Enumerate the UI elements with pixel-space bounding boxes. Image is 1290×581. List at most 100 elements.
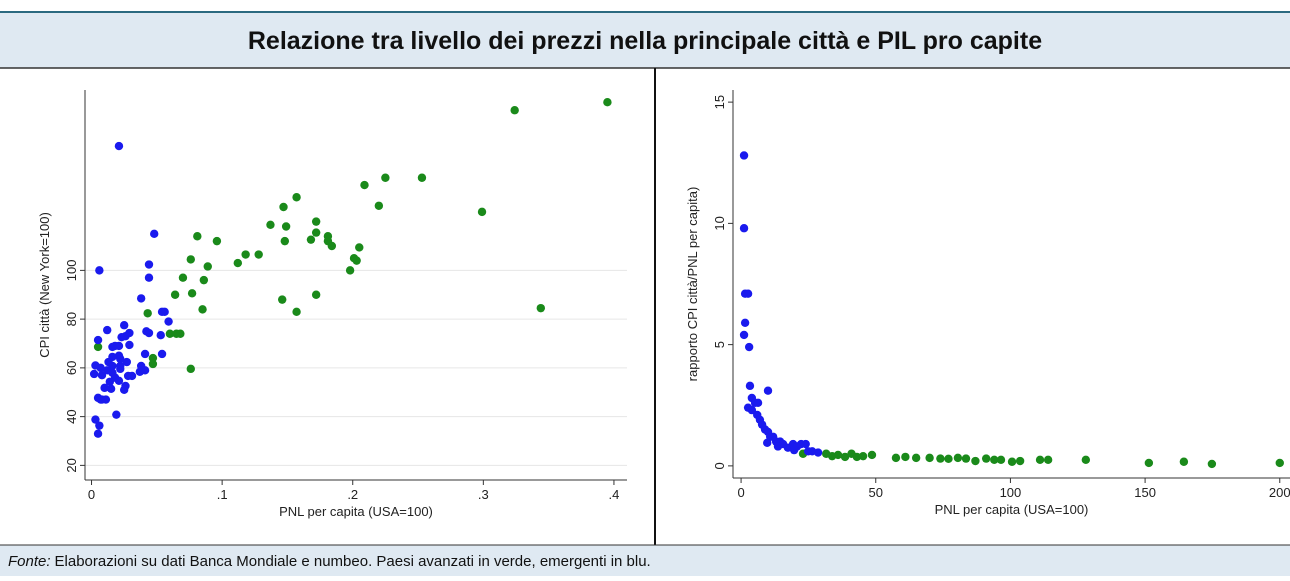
point xyxy=(280,236,290,246)
point xyxy=(125,328,134,338)
point xyxy=(763,438,772,448)
point xyxy=(93,342,103,352)
point xyxy=(1081,455,1091,465)
y-tick-label: 100 xyxy=(64,260,79,282)
point xyxy=(114,341,124,351)
point xyxy=(311,228,321,237)
point xyxy=(801,439,810,449)
point xyxy=(281,222,291,231)
y-tick-label: 20 xyxy=(64,458,79,472)
point xyxy=(510,106,519,115)
footer-band xyxy=(0,545,1290,576)
point xyxy=(95,266,104,275)
point xyxy=(93,335,103,345)
point xyxy=(127,371,137,381)
point xyxy=(119,385,129,395)
point xyxy=(279,202,288,212)
point xyxy=(867,450,877,460)
point xyxy=(187,289,197,298)
point xyxy=(603,97,612,107)
point xyxy=(747,405,757,415)
point xyxy=(89,369,99,379)
point xyxy=(266,220,275,229)
point xyxy=(103,325,112,335)
point xyxy=(157,349,167,359)
point xyxy=(944,454,953,464)
point xyxy=(996,455,1006,465)
point xyxy=(311,290,321,299)
point xyxy=(352,256,361,265)
point xyxy=(199,275,209,285)
point xyxy=(198,305,207,314)
point xyxy=(125,340,134,350)
point xyxy=(140,349,150,359)
x-tick-label: 200 xyxy=(1269,485,1290,500)
point xyxy=(1144,458,1154,468)
point xyxy=(114,376,124,385)
point xyxy=(1015,456,1025,466)
point xyxy=(739,151,749,160)
x-axis-label: PNL per capita (USA=100) xyxy=(935,502,1089,517)
point xyxy=(971,456,980,466)
x-tick-label: 100 xyxy=(1000,485,1022,500)
x-tick-label: .4 xyxy=(609,487,620,502)
point xyxy=(1035,455,1045,465)
point xyxy=(773,442,783,451)
point xyxy=(858,451,868,461)
point xyxy=(119,321,129,330)
point xyxy=(164,317,173,326)
y-axis-label: CPI città (New York=100) xyxy=(37,212,52,358)
point xyxy=(961,454,971,463)
point xyxy=(144,260,154,269)
x-tick-label: 0 xyxy=(88,487,95,502)
point xyxy=(150,229,159,239)
point xyxy=(739,330,749,340)
point xyxy=(117,332,126,342)
point xyxy=(1275,458,1284,468)
y-tick-label: 5 xyxy=(712,341,727,348)
point xyxy=(292,307,301,317)
point xyxy=(925,453,934,463)
point xyxy=(144,328,154,338)
point xyxy=(186,364,195,374)
x-tick-label: 0 xyxy=(737,485,744,500)
y-tick-label: 40 xyxy=(64,409,79,423)
x-tick-label: 50 xyxy=(869,485,883,500)
point xyxy=(233,258,243,268)
y-tick-label: 80 xyxy=(64,312,79,326)
point xyxy=(112,410,121,419)
point xyxy=(170,290,180,299)
point xyxy=(477,207,487,217)
point xyxy=(990,455,999,465)
point xyxy=(178,273,188,282)
point xyxy=(740,318,750,327)
point xyxy=(1007,457,1017,466)
point xyxy=(136,294,146,303)
point xyxy=(165,329,175,338)
point xyxy=(911,453,921,463)
point xyxy=(739,224,749,233)
point xyxy=(96,363,105,373)
point xyxy=(813,448,823,457)
x-tick-label: .1 xyxy=(217,487,228,502)
point xyxy=(306,235,316,244)
point xyxy=(135,367,145,376)
point xyxy=(360,180,369,190)
page-title: Relazione tra livello dei prezzi nella p… xyxy=(248,27,1042,55)
point xyxy=(101,395,111,404)
point xyxy=(789,445,799,455)
point xyxy=(160,307,169,317)
point xyxy=(1179,457,1189,466)
point xyxy=(114,141,124,151)
point xyxy=(345,266,355,275)
point xyxy=(763,386,773,395)
y-tick-label: 0 xyxy=(712,462,727,469)
point xyxy=(743,289,753,298)
y-tick-label: 60 xyxy=(64,361,79,375)
point xyxy=(311,217,321,226)
point xyxy=(744,342,754,352)
point xyxy=(106,384,116,394)
point xyxy=(1043,455,1053,465)
point xyxy=(852,452,862,462)
